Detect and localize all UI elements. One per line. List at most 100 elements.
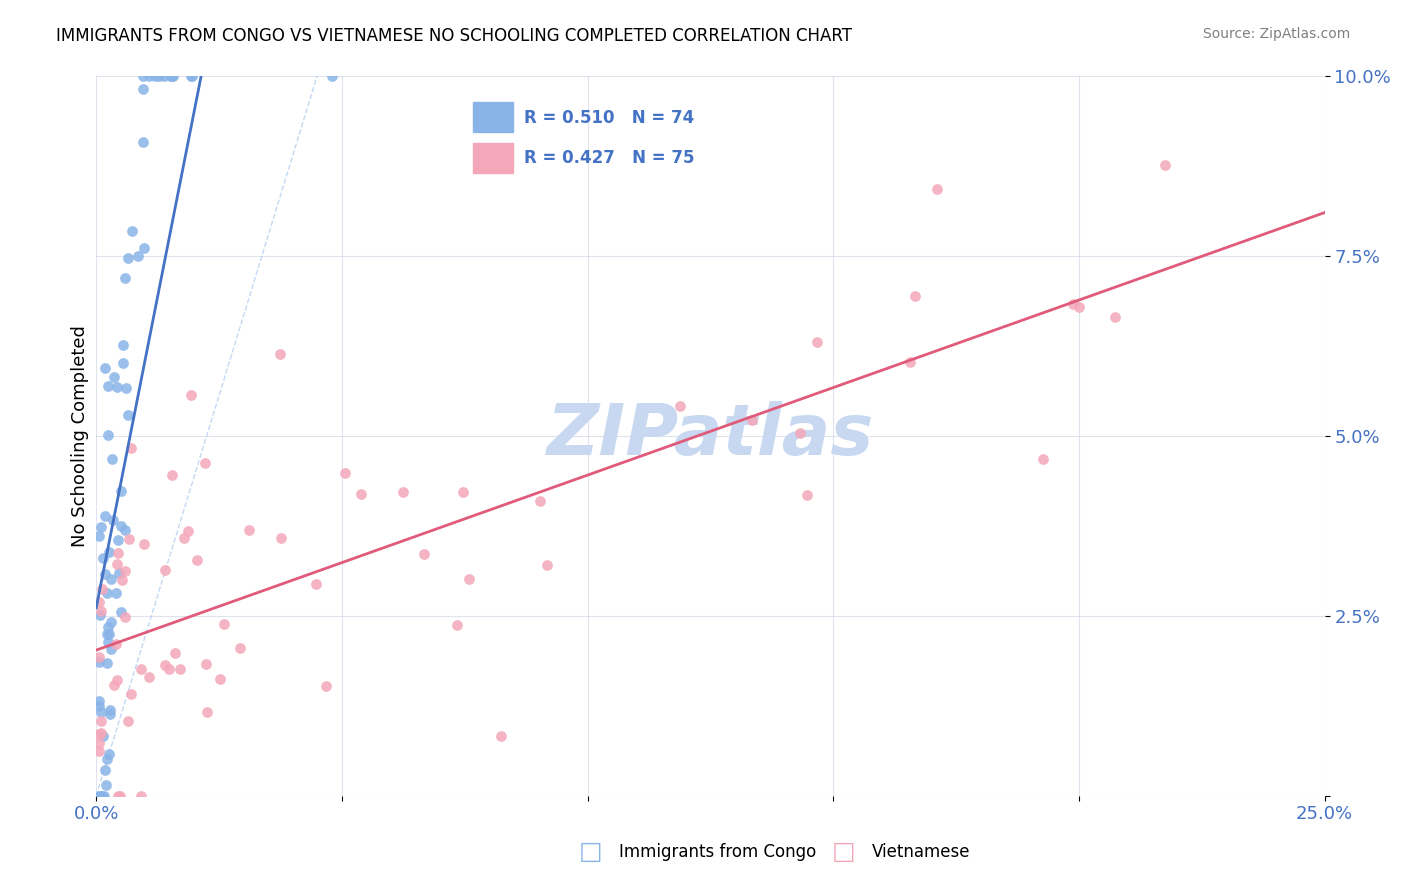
Text: Immigrants from Congo: Immigrants from Congo <box>619 843 815 861</box>
Point <box>195 705 218 719</box>
Point <box>114 610 136 624</box>
Point <box>194 456 217 470</box>
Point <box>91 550 114 565</box>
Point <box>115 381 138 395</box>
Point <box>107 546 129 560</box>
Point <box>105 558 128 572</box>
Y-axis label: No Schooling Completed: No Schooling Completed <box>72 325 89 547</box>
Point <box>129 662 152 676</box>
Point <box>491 729 513 743</box>
Point <box>104 585 127 599</box>
Point <box>789 426 811 441</box>
Point <box>138 69 160 83</box>
Point <box>90 519 112 533</box>
Point <box>96 627 118 641</box>
Point <box>94 508 117 523</box>
Point <box>90 604 112 618</box>
Point <box>1032 452 1054 467</box>
Point <box>108 789 131 803</box>
Point <box>100 615 122 629</box>
Point <box>107 789 129 803</box>
Point <box>87 655 110 669</box>
Point <box>114 523 136 537</box>
Point <box>159 662 181 676</box>
Text: Vietnamese: Vietnamese <box>872 843 970 861</box>
Point <box>107 533 129 547</box>
Point <box>160 69 183 83</box>
Point <box>117 408 139 422</box>
Point <box>160 69 183 83</box>
Point <box>163 647 186 661</box>
Point <box>110 519 132 533</box>
Point <box>111 356 134 370</box>
Point <box>321 69 343 83</box>
Point <box>97 545 120 559</box>
Point <box>103 370 125 384</box>
Point <box>169 662 191 676</box>
Point <box>350 487 373 501</box>
Point <box>138 670 160 684</box>
Point <box>180 388 202 402</box>
Point <box>120 687 142 701</box>
Point <box>315 679 337 693</box>
Point <box>100 572 122 586</box>
Point <box>413 548 436 562</box>
Point <box>91 729 114 743</box>
Point <box>105 379 128 393</box>
Point <box>94 778 117 792</box>
Point <box>87 744 110 758</box>
Point <box>101 513 124 527</box>
Point <box>127 249 149 263</box>
Point <box>451 485 474 500</box>
Point <box>1067 301 1090 315</box>
Point <box>91 789 114 803</box>
Point <box>904 288 927 302</box>
Text: ZIPatlas: ZIPatlas <box>547 401 875 470</box>
Point <box>93 789 115 803</box>
Point <box>90 705 112 719</box>
Point <box>143 69 166 83</box>
Point <box>118 532 141 546</box>
Point <box>238 523 260 537</box>
Point <box>391 484 413 499</box>
Text: □: □ <box>832 840 855 863</box>
Point <box>110 605 132 619</box>
Text: Source: ZipAtlas.com: Source: ZipAtlas.com <box>1202 27 1350 41</box>
Point <box>228 641 250 656</box>
Point <box>669 399 692 413</box>
Point <box>87 727 110 741</box>
Point <box>208 672 231 686</box>
Point <box>153 69 176 83</box>
Point <box>134 537 156 551</box>
Text: IMMIGRANTS FROM CONGO VS VIETNAMESE NO SCHOOLING COMPLETED CORRELATION CHART: IMMIGRANTS FROM CONGO VS VIETNAMESE NO S… <box>56 27 852 45</box>
Point <box>87 789 110 803</box>
Point <box>110 484 132 499</box>
Point <box>117 714 139 728</box>
Point <box>120 442 142 456</box>
Point <box>153 562 176 576</box>
Point <box>89 608 111 623</box>
Point <box>536 558 558 573</box>
Point <box>925 182 948 196</box>
Point <box>98 703 121 717</box>
Point <box>180 69 202 83</box>
Point <box>1153 157 1175 171</box>
Point <box>97 379 120 393</box>
Point <box>87 693 110 707</box>
Point <box>180 69 202 83</box>
Point <box>269 347 291 361</box>
Point <box>305 577 328 591</box>
Point <box>160 69 183 83</box>
Point <box>100 641 122 656</box>
Point <box>90 714 112 728</box>
Point <box>796 488 818 502</box>
Point <box>105 673 128 687</box>
Point <box>160 467 183 482</box>
Point <box>97 620 120 634</box>
Point <box>87 529 110 543</box>
Point <box>94 763 117 777</box>
Point <box>131 789 153 803</box>
Point <box>87 595 110 609</box>
Point <box>91 582 114 596</box>
Text: □: □ <box>579 840 602 863</box>
